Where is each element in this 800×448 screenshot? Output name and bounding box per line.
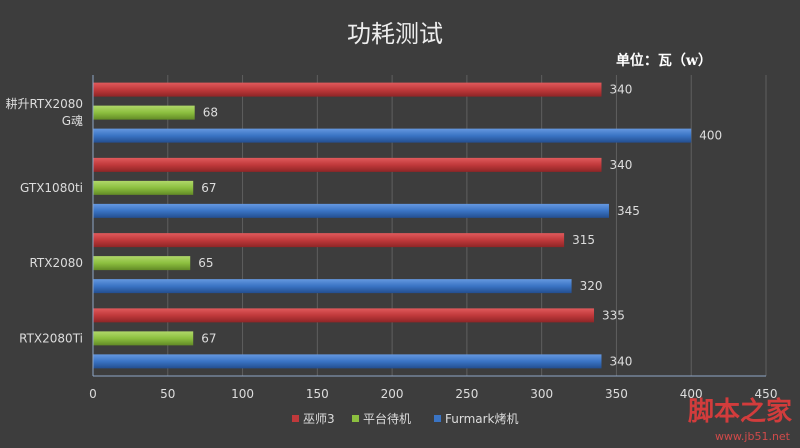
legend: 巫师3 平台待机 Furmark烤机 bbox=[292, 411, 519, 426]
data-label: 315 bbox=[572, 233, 595, 247]
gridlines bbox=[167, 75, 767, 376]
data-label: 320 bbox=[580, 279, 603, 293]
data-label: 340 bbox=[609, 83, 632, 97]
bar bbox=[93, 203, 609, 218]
bar bbox=[93, 308, 595, 323]
legend-swatch bbox=[292, 415, 299, 422]
unit-label: 单位：瓦（w） bbox=[616, 52, 712, 69]
y-category-label: 耕升RTX2080 G魂 bbox=[5, 96, 83, 128]
data-labels: 340 68 400 340 67 345 315 65 320 335 67 340 bbox=[198, 83, 722, 369]
data-label: 345 bbox=[617, 204, 640, 218]
legend-swatch bbox=[352, 415, 359, 422]
data-label: 335 bbox=[602, 308, 625, 322]
bar bbox=[93, 82, 602, 97]
watermark-text: 脚本之家 bbox=[688, 396, 792, 427]
data-label: 67 bbox=[201, 181, 216, 195]
bar bbox=[93, 279, 572, 294]
x-tick-label: 150 bbox=[306, 387, 329, 401]
watermark: 脚本之家 www.jb51.net bbox=[688, 396, 792, 443]
data-label: 65 bbox=[198, 256, 213, 270]
bar bbox=[93, 105, 195, 120]
bar bbox=[93, 354, 602, 369]
bar bbox=[93, 157, 602, 172]
y-category-label: RTX2080 bbox=[29, 256, 83, 270]
x-tick-label: 0 bbox=[89, 387, 97, 401]
x-tick-label: 250 bbox=[455, 387, 478, 401]
bar bbox=[93, 128, 692, 143]
data-label: 340 bbox=[609, 158, 632, 172]
bar bbox=[93, 180, 194, 195]
bar bbox=[93, 256, 191, 271]
data-label: 340 bbox=[609, 354, 632, 368]
legend-label: 巫师3 bbox=[303, 412, 335, 426]
data-label: 400 bbox=[699, 129, 722, 143]
bar bbox=[93, 331, 194, 346]
x-tick-label: 350 bbox=[605, 387, 628, 401]
y-category-label: GTX1080ti bbox=[20, 181, 83, 195]
x-tick-label: 50 bbox=[160, 387, 175, 401]
x-tick-label: 300 bbox=[530, 387, 553, 401]
y-category-label: RTX2080Ti bbox=[19, 331, 83, 345]
data-label: 67 bbox=[201, 331, 216, 345]
x-tick-label: 200 bbox=[381, 387, 404, 401]
legend-label: 平台待机 bbox=[363, 411, 411, 426]
data-label: 68 bbox=[203, 106, 218, 120]
legend-swatch bbox=[434, 415, 441, 422]
bar bbox=[93, 233, 565, 248]
legend-label: Furmark烤机 bbox=[445, 411, 519, 426]
axes: 0 50 100 150 200 250 300 350 400 450 耕升RTX2080 G魂 GT… bbox=[5, 75, 777, 401]
watermark-url: www.jb51.net bbox=[715, 430, 791, 443]
bars bbox=[93, 82, 692, 369]
x-tick-label: 450 bbox=[755, 387, 778, 401]
x-tick-label: 100 bbox=[231, 387, 254, 401]
chart-title: 功耗测试 bbox=[347, 20, 443, 48]
x-tick-label: 400 bbox=[680, 387, 703, 401]
